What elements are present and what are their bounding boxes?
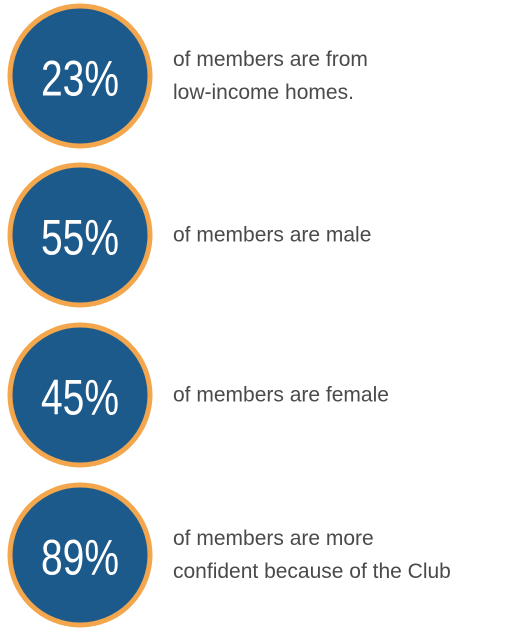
stat-circle bbox=[7, 162, 153, 308]
stat-description: of members are female bbox=[173, 384, 389, 407]
stat-description: of members are male bbox=[173, 224, 371, 247]
stat-value: 55% bbox=[41, 209, 119, 266]
stat-value: 45% bbox=[41, 369, 119, 426]
stat-circle bbox=[7, 3, 153, 149]
stat-value: 23% bbox=[41, 50, 119, 107]
stat-description: confident because of the Club bbox=[173, 560, 451, 583]
stat-description: of members are more bbox=[173, 527, 374, 550]
stat-description: of members are from bbox=[173, 48, 368, 71]
stat-value: 89% bbox=[41, 529, 119, 586]
stat-description: low-income homes. bbox=[173, 81, 354, 104]
stat-circle bbox=[7, 482, 153, 628]
stat-circle bbox=[7, 322, 153, 468]
